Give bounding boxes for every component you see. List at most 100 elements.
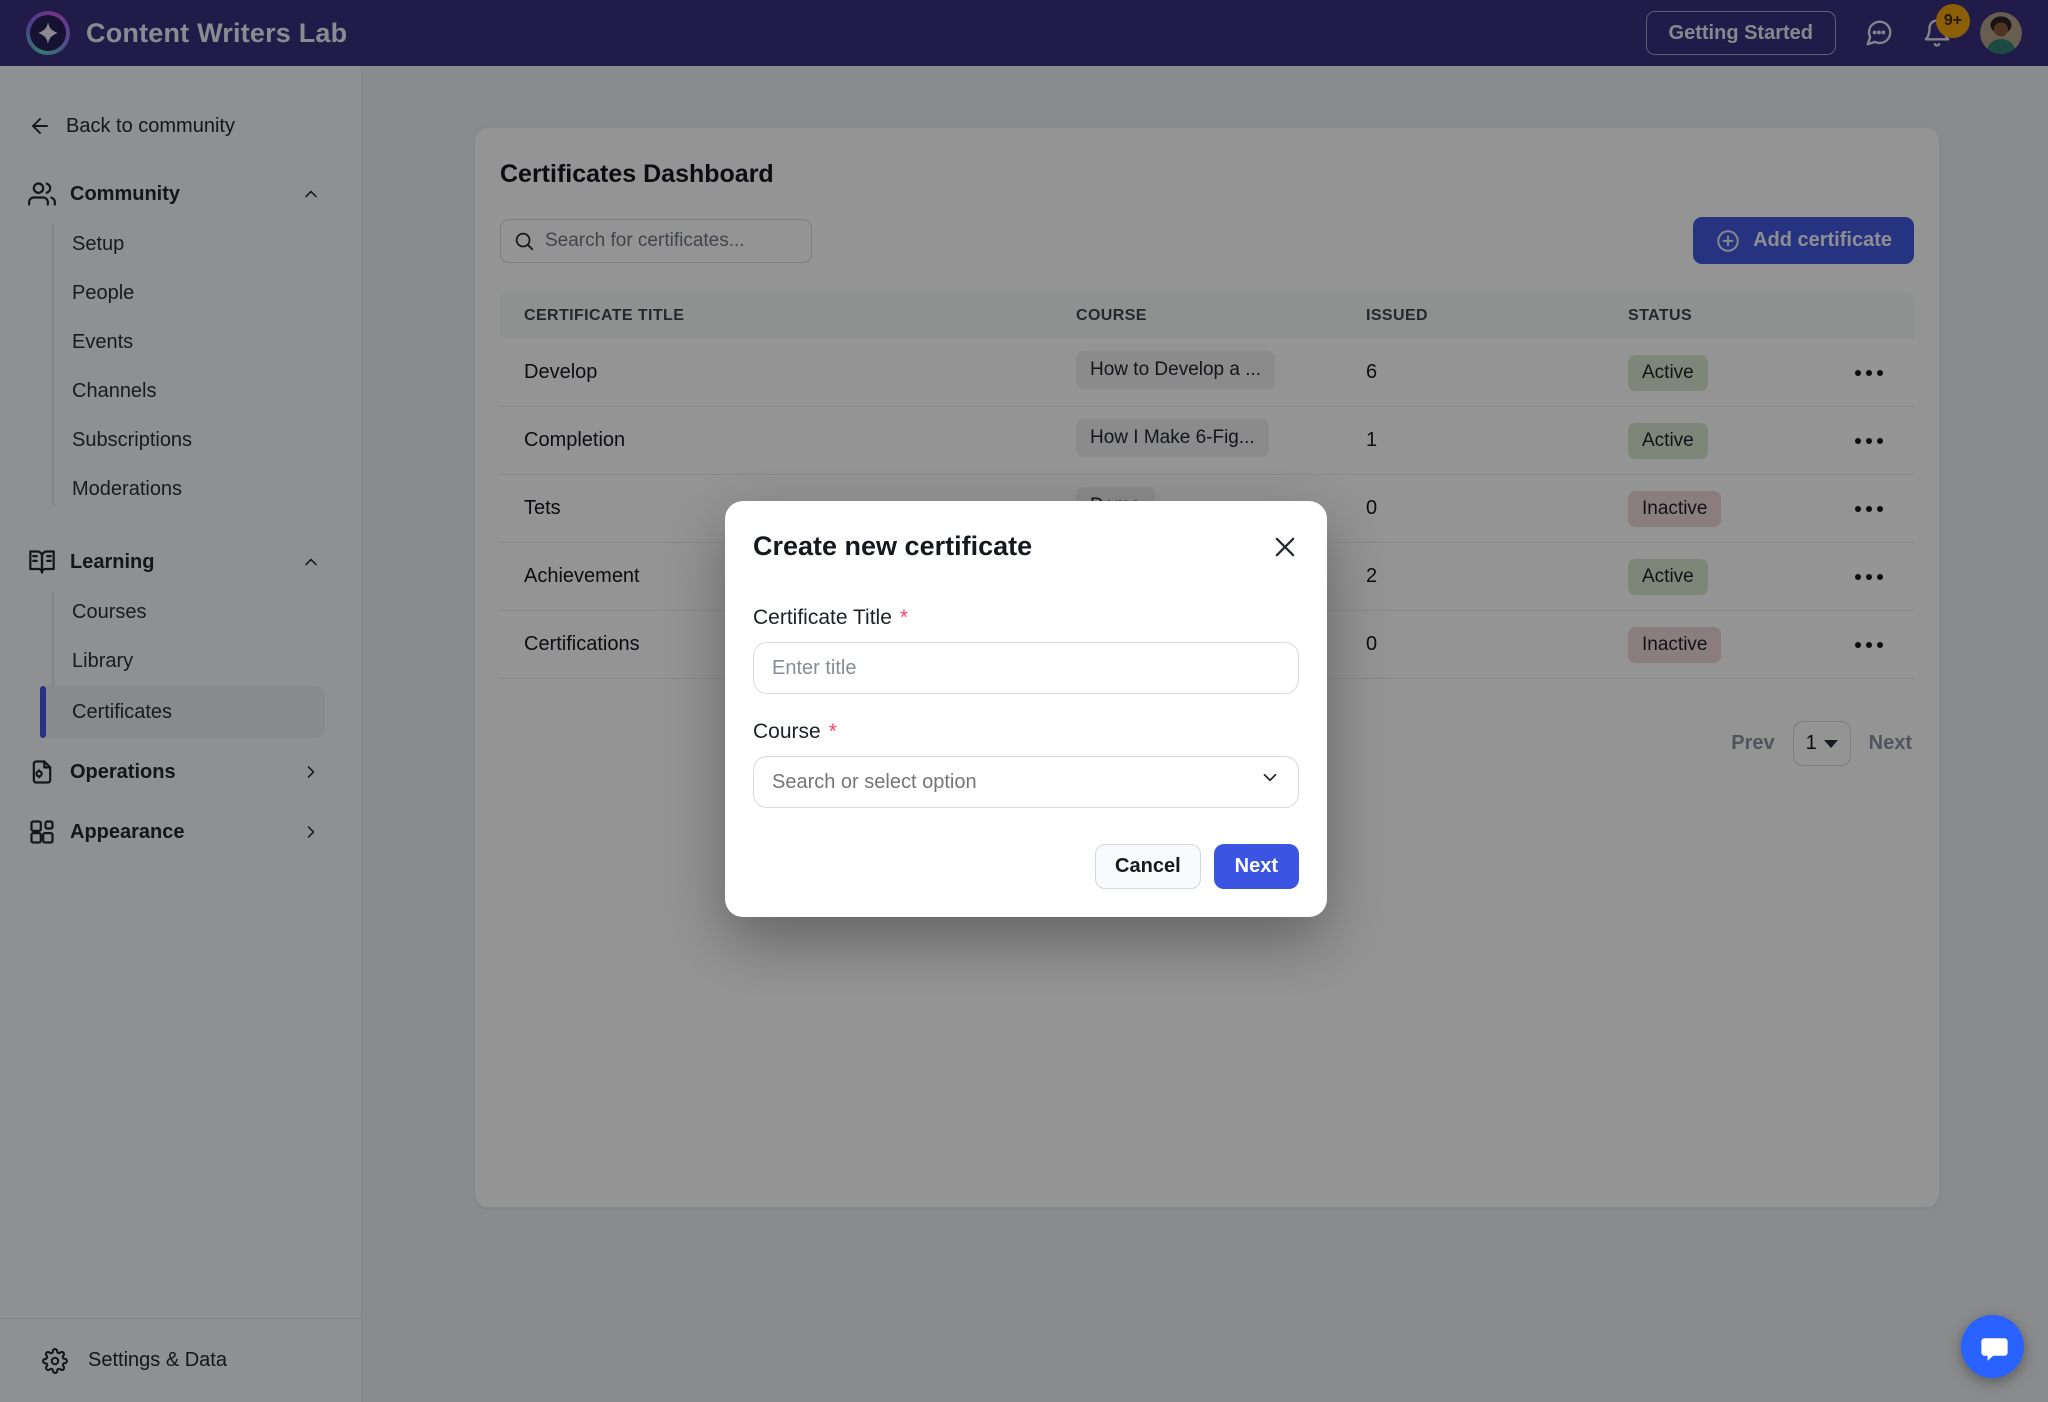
status-badge: Active [1628, 422, 1708, 459]
chevron-up-icon [305, 558, 317, 566]
active-item-highlight [40, 686, 325, 738]
pagination: Prev 1 Next [500, 721, 1914, 766]
issued-count-cell: 0 [1366, 497, 1378, 519]
course-label: Course [753, 720, 821, 743]
settings-and-data-link[interactable]: Settings & Data [0, 1318, 361, 1402]
sidebar-section-appearance[interactable]: Appearance [0, 806, 343, 858]
plus-circle-icon [1717, 229, 1739, 252]
sidebar-section-operations[interactable]: Operations [0, 746, 343, 798]
modal-title: Create new certificate [753, 531, 1033, 561]
certificate-title-cell: Tets [524, 497, 561, 519]
search-input[interactable] [545, 229, 799, 252]
chat-icon[interactable] [1864, 18, 1894, 48]
status-badge: Inactive [1628, 626, 1722, 663]
sparkle-star-icon [38, 22, 58, 44]
certificate-title-label: Certificate Title [753, 606, 892, 629]
status-badge: Inactive [1628, 490, 1722, 527]
sidebar-section-learning[interactable]: Learning [0, 536, 343, 588]
row-menu-button[interactable] [1834, 641, 1914, 648]
section-label: Learning [70, 550, 155, 573]
chevron-up-icon [305, 190, 317, 198]
row-menu-button[interactable] [1834, 505, 1914, 512]
table-header-row: CERTIFICATE TITLE COURSE ISSUED STATUS [500, 292, 1914, 339]
page-title: Certificates Dashboard [500, 160, 774, 188]
row-menu-button[interactable] [1834, 369, 1914, 376]
sidebar-item-courses[interactable]: Courses [72, 601, 147, 623]
settings-label: Settings & Data [88, 1349, 227, 1371]
sidebar-item-setup[interactable]: Setup [72, 233, 125, 255]
sidebar-item-moderations[interactable]: Moderations [72, 478, 183, 500]
gear-icon [42, 1347, 68, 1374]
appearance-icon [30, 820, 54, 844]
column-header-course: COURSE [1076, 306, 1147, 324]
section-label: Operations [70, 760, 176, 783]
course-select[interactable] [753, 756, 1299, 808]
add-certificate-button[interactable]: Add certificate [1693, 217, 1914, 264]
create-certificate-modal: Create new certificate Certificate Title… [725, 501, 1327, 917]
table-row: Develop How to Develop a ... 6 Active [500, 339, 1914, 407]
back-to-community-link[interactable]: Back to community [0, 106, 343, 146]
community-icon [28, 182, 56, 206]
certificate-title-cell: Certifications [524, 633, 640, 655]
column-header-status: STATUS [1628, 306, 1693, 324]
message-bubble-icon [1980, 1337, 2008, 1361]
course-chip: How to Develop a ... [1076, 350, 1276, 389]
status-badge: Active [1628, 354, 1708, 391]
current-page-number: 1 [1805, 732, 1817, 754]
close-icon[interactable] [1271, 533, 1299, 561]
issued-count-cell: 2 [1366, 565, 1378, 587]
certificate-title-cell: Develop [524, 361, 598, 383]
certificate-title-cell: Completion [524, 429, 626, 451]
table-row: Completion How I Make 6-Fig... 1 Active [500, 407, 1914, 475]
status-badge: Active [1628, 558, 1708, 595]
next-button[interactable]: Next [1213, 844, 1299, 889]
app-header: Content Writers Lab Getting Started 9+ [0, 0, 2048, 66]
section-label: Appearance [70, 820, 185, 843]
chevron-down-icon [1263, 773, 1277, 782]
course-chip: How I Make 6-Fig... [1076, 418, 1269, 457]
row-menu-button[interactable] [1834, 437, 1914, 444]
pagination-next-button[interactable]: Next [1868, 732, 1912, 754]
sidebar-item-library[interactable]: Library [72, 650, 134, 672]
app-logo[interactable] [26, 11, 70, 55]
sidebar-item-channels[interactable]: Channels [72, 380, 157, 402]
section-label: Community [70, 182, 180, 205]
column-header-issued: ISSUED [1366, 306, 1428, 324]
sidebar-item-subscriptions[interactable]: Subscriptions [72, 429, 193, 451]
sidebar-item-label: Certificates [72, 700, 173, 723]
chat-launcher-button[interactable] [1961, 1315, 2024, 1378]
required-asterisk: * [899, 606, 909, 629]
back-link-label: Back to community [66, 114, 235, 137]
page-number-select[interactable]: 1 [1792, 721, 1851, 766]
certificate-title-input[interactable] [753, 642, 1299, 694]
sidebar-item-certificates[interactable]: Certificates [40, 686, 343, 738]
user-avatar[interactable] [1980, 12, 2022, 54]
issued-count-cell: 6 [1366, 361, 1378, 383]
getting-started-button[interactable]: Getting Started [1645, 11, 1836, 55]
column-header-certificate-title: CERTIFICATE TITLE [524, 306, 685, 324]
chevron-right-icon [307, 826, 315, 838]
sidebar-section-community[interactable]: Community [0, 168, 343, 220]
required-asterisk: * [828, 720, 837, 743]
notification-badge: 9+ [1936, 4, 1970, 38]
chevron-right-icon [307, 766, 315, 778]
cancel-button[interactable]: Cancel [1095, 844, 1201, 889]
learning-icon [29, 550, 55, 574]
operations-icon [32, 760, 52, 784]
back-arrow-icon [32, 118, 48, 134]
issued-count-cell: 1 [1366, 429, 1378, 451]
search-icon [515, 232, 534, 250]
caret-down-icon [1823, 739, 1838, 748]
pagination-prev-button[interactable]: Prev [1731, 732, 1775, 754]
certificate-title-cell: Achievement [524, 565, 640, 587]
active-item-indicator [40, 686, 46, 738]
row-menu-button[interactable] [1834, 573, 1914, 580]
sidebar-item-people[interactable]: People [72, 282, 135, 304]
certificate-search[interactable] [500, 218, 812, 263]
issued-count-cell: 0 [1366, 633, 1378, 655]
sidebar-item-events[interactable]: Events [72, 331, 134, 353]
add-certificate-label: Add certificate [1753, 229, 1892, 251]
certificates-table: CERTIFICATE TITLE COURSE ISSUED STATUS D… [500, 292, 1914, 679]
brand-title: Content Writers Lab [86, 17, 348, 48]
sidebar: Back to community Community Setup People… [0, 66, 362, 1402]
